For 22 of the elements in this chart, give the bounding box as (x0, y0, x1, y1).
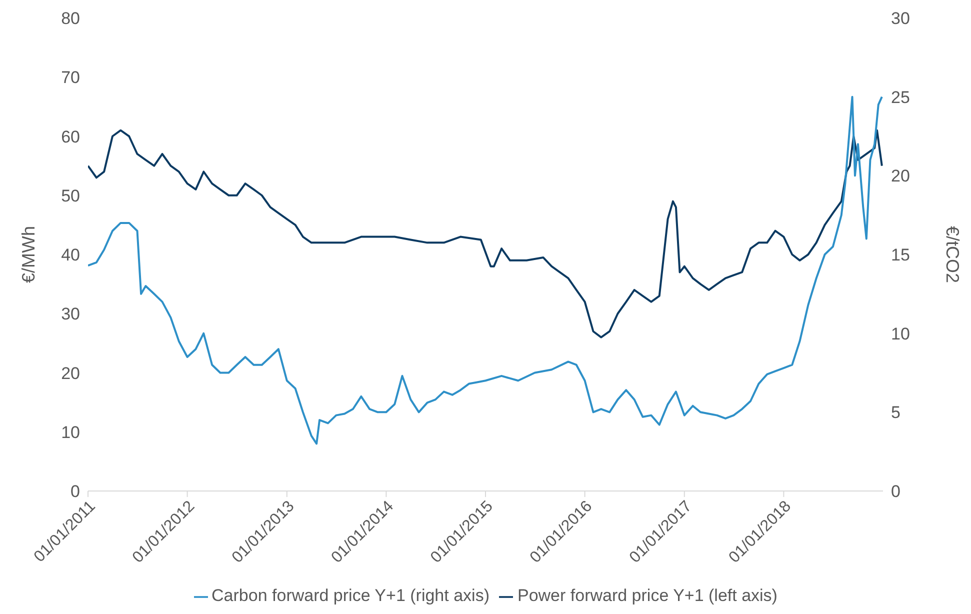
y2-tick-label: 25 (891, 88, 910, 107)
line-series (88, 129, 883, 338)
y2-tick-label: 20 (891, 166, 910, 186)
y-tick-label: 30 (61, 304, 80, 324)
y-tick-label: 0 (70, 482, 80, 502)
y-axis-title: €/MWh (18, 226, 38, 284)
y-tick-label: 10 (61, 422, 80, 442)
y-tick-label: 80 (61, 9, 80, 28)
y2-tick-label: 0 (891, 482, 900, 502)
y2-axis-title: €/tCO2 (942, 226, 963, 284)
legend-label: Carbon forward price Y+1 (right axis) (212, 586, 490, 605)
line-series (88, 96, 883, 445)
legend-label: Power forward price Y+1 (left axis) (517, 586, 778, 605)
y-tick-label: 50 (61, 186, 80, 206)
y2-tick-label: 15 (891, 246, 910, 265)
y-tick-label: 20 (61, 364, 80, 383)
y-tick-label: 60 (61, 127, 80, 146)
y2-tick-label: 10 (891, 324, 910, 344)
y-tick-label: 70 (61, 68, 80, 88)
y-tick-label: 40 (61, 246, 80, 265)
y2-tick-label: 5 (891, 403, 900, 422)
y2-tick-label: 30 (891, 9, 910, 28)
